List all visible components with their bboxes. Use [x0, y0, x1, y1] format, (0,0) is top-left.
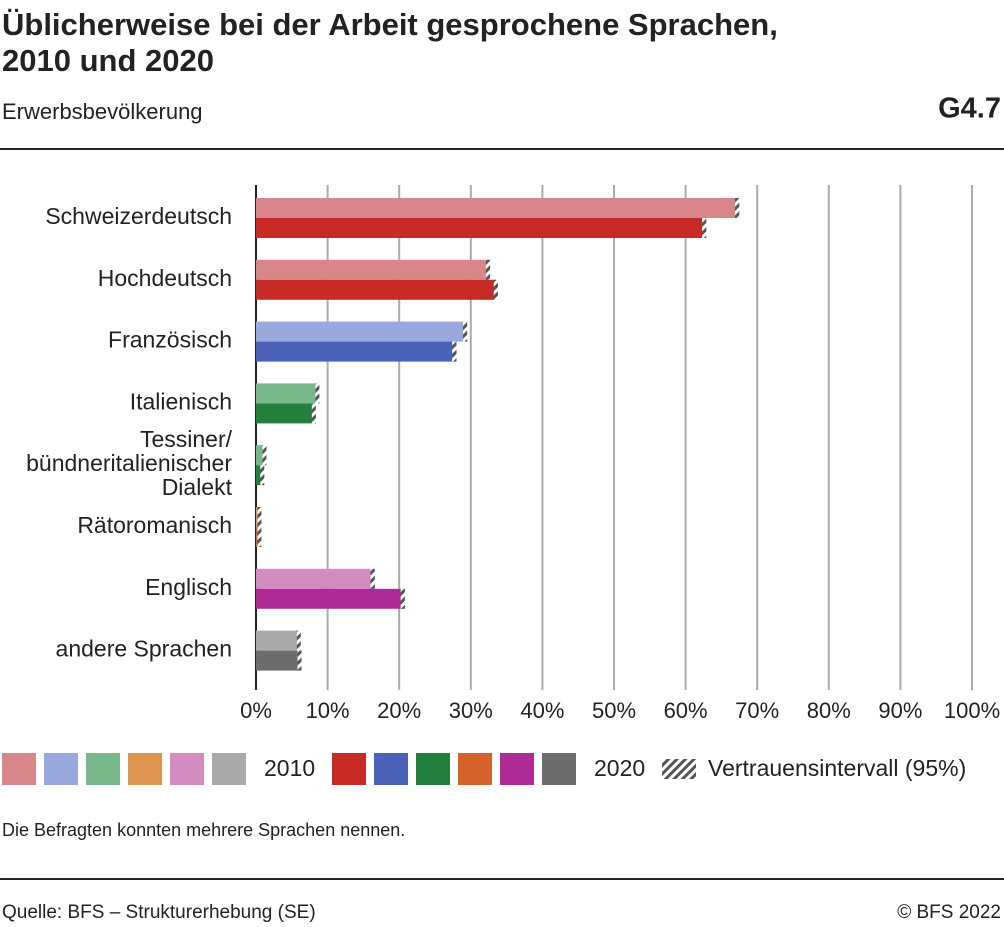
legend-swatch: [542, 753, 576, 785]
x-tick-label: 20%: [377, 698, 421, 723]
y-tick-label: Italienisch: [130, 388, 232, 414]
legend-swatch: [458, 753, 492, 785]
bar: [256, 198, 738, 218]
bar: [256, 279, 496, 300]
bar: [256, 465, 262, 486]
x-tick-label: 100%: [944, 698, 1000, 723]
source: Quelle: BFS – Strukturerhebung (SE): [2, 902, 316, 923]
error-bar: [297, 650, 302, 671]
bar: [256, 341, 455, 362]
x-tick-label: 70%: [735, 698, 779, 723]
error-bar: [296, 630, 301, 651]
legend-label: Vertrauensintervall (95%): [708, 755, 966, 781]
y-tick-label: Schweizerdeutsch: [45, 203, 232, 229]
bar: [256, 218, 705, 238]
bar: [256, 650, 299, 671]
bar: [256, 259, 488, 280]
legend-swatch: [128, 753, 162, 785]
bar: [256, 383, 317, 404]
error-bar: [257, 527, 262, 547]
legend-swatch: [44, 753, 78, 785]
bar: [256, 321, 466, 342]
error-bar: [493, 279, 499, 300]
x-tick-label: 40%: [520, 698, 564, 723]
legend-swatch: [332, 753, 366, 785]
x-tick-label: 50%: [592, 698, 636, 723]
legend-label: 2020: [594, 755, 645, 781]
chart-id: G4.7: [938, 93, 1001, 125]
error-bar: [260, 465, 265, 486]
legend-swatch: [170, 753, 204, 785]
note: Die Befragten konnten mehrere Sprachen n…: [2, 820, 405, 840]
legend-swatch: [500, 753, 534, 785]
bar: [256, 507, 259, 527]
x-tick-label: 10%: [306, 698, 350, 723]
error-bar: [311, 403, 316, 424]
error-bar: [452, 341, 457, 362]
chart-title: Üblicherweise bei der Arbeit gesprochene…: [2, 7, 778, 78]
chart-subtitle: Erwerbsbevölkerung: [2, 99, 203, 124]
copyright: © BFS 2022: [897, 902, 1001, 923]
bar: [256, 588, 403, 609]
legend-swatch: [86, 753, 120, 785]
legend-swatch: [416, 753, 450, 785]
error-bar: [485, 259, 491, 280]
error-bar: [735, 198, 740, 218]
error-bar: [262, 445, 267, 466]
y-tick-label: andere Sprachen: [56, 636, 232, 662]
legend-label: 2010: [264, 755, 315, 781]
bar: [256, 445, 264, 466]
y-tick-label: Englisch: [145, 574, 232, 600]
bar: [256, 527, 259, 547]
legend-swatch: [662, 759, 696, 779]
x-tick-label: 30%: [449, 698, 493, 723]
legend-swatch: [374, 753, 408, 785]
bar: [256, 403, 314, 424]
error-bar: [462, 321, 468, 342]
bar: [256, 630, 299, 651]
error-bar: [315, 383, 320, 404]
error-bar: [400, 588, 405, 609]
x-tick-label: 80%: [807, 698, 851, 723]
y-tick-label: Hochdeutsch: [98, 265, 232, 291]
x-tick-label: 0%: [240, 698, 272, 723]
bar: [256, 568, 373, 589]
y-tick-label: Rätoromanisch: [77, 512, 232, 538]
error-bar: [257, 507, 262, 527]
error-bar: [370, 568, 375, 589]
legend-swatch: [212, 753, 246, 785]
error-bar: [702, 218, 707, 238]
x-tick-label: 60%: [664, 698, 708, 723]
y-tick-label: Französisch: [108, 327, 232, 353]
x-tick-label: 90%: [878, 698, 922, 723]
legend-swatch: [2, 753, 36, 785]
y-tick-label: Tessiner/bündneritalienischer Dialekt: [26, 426, 232, 500]
